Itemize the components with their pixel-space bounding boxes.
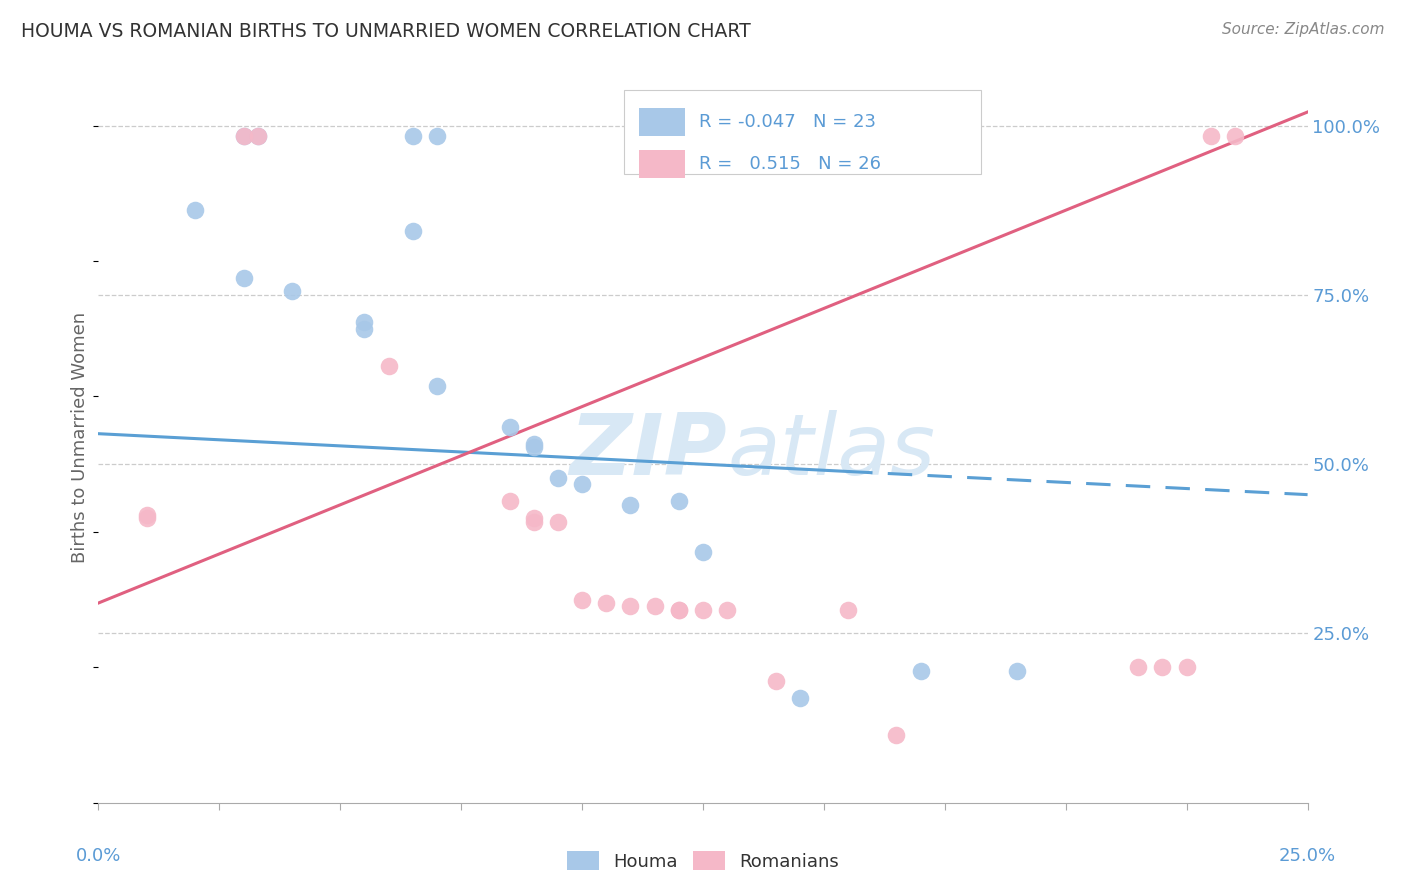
Point xyxy=(426,128,449,143)
Legend: Houma, Romanians: Houma, Romanians xyxy=(560,844,846,878)
Point xyxy=(1007,664,1029,678)
Point xyxy=(644,599,666,614)
Point xyxy=(232,128,254,143)
Text: Source: ZipAtlas.com: Source: ZipAtlas.com xyxy=(1222,22,1385,37)
Point xyxy=(247,128,270,143)
Point xyxy=(281,285,304,299)
Point xyxy=(571,477,593,491)
Text: ZIP: ZIP xyxy=(569,410,727,493)
Text: HOUMA VS ROMANIAN BIRTHS TO UNMARRIED WOMEN CORRELATION CHART: HOUMA VS ROMANIAN BIRTHS TO UNMARRIED WO… xyxy=(21,22,751,41)
Point xyxy=(595,596,617,610)
Point xyxy=(1199,128,1222,143)
Point xyxy=(402,128,425,143)
Point xyxy=(692,603,714,617)
Point xyxy=(644,128,666,143)
Point xyxy=(184,203,207,218)
Point xyxy=(1175,660,1198,674)
Point xyxy=(232,271,254,285)
Point xyxy=(668,494,690,508)
Point xyxy=(765,673,787,688)
Point xyxy=(668,603,690,617)
Point xyxy=(1152,660,1174,674)
Point xyxy=(353,322,375,336)
Point xyxy=(232,128,254,143)
Text: R =   0.515   N = 26: R = 0.515 N = 26 xyxy=(699,155,882,173)
Point xyxy=(692,545,714,559)
Point xyxy=(716,603,738,617)
Point xyxy=(886,728,908,742)
Point xyxy=(523,437,546,451)
Point xyxy=(498,420,520,434)
Point xyxy=(135,511,157,525)
Point xyxy=(910,664,932,678)
Point xyxy=(247,128,270,143)
Text: 0.0%: 0.0% xyxy=(76,847,121,865)
Point xyxy=(837,603,859,617)
Text: R = -0.047   N = 23: R = -0.047 N = 23 xyxy=(699,112,876,131)
FancyBboxPatch shape xyxy=(624,90,981,174)
Point xyxy=(668,603,690,617)
Y-axis label: Births to Unmarried Women: Births to Unmarried Women xyxy=(70,311,89,563)
Point xyxy=(523,511,546,525)
Text: 25.0%: 25.0% xyxy=(1279,847,1336,865)
Point xyxy=(523,515,546,529)
Point xyxy=(353,315,375,329)
Point xyxy=(789,690,811,705)
Point xyxy=(402,223,425,237)
Point xyxy=(377,359,399,373)
Point xyxy=(498,494,520,508)
Point xyxy=(619,599,641,614)
Text: atlas: atlas xyxy=(727,410,935,493)
Point xyxy=(571,592,593,607)
Point xyxy=(426,379,449,393)
Point xyxy=(1223,128,1246,143)
Point xyxy=(547,515,569,529)
Point xyxy=(523,440,546,454)
Bar xyxy=(638,108,685,136)
Bar xyxy=(638,151,685,178)
Point xyxy=(547,471,569,485)
Point xyxy=(619,498,641,512)
Point xyxy=(1128,660,1150,674)
Point xyxy=(135,508,157,522)
Point xyxy=(644,128,666,143)
